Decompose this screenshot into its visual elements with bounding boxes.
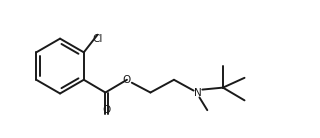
Text: O: O	[103, 105, 111, 115]
Text: O: O	[123, 75, 131, 85]
Text: N: N	[194, 87, 201, 98]
Text: Cl: Cl	[92, 34, 103, 44]
